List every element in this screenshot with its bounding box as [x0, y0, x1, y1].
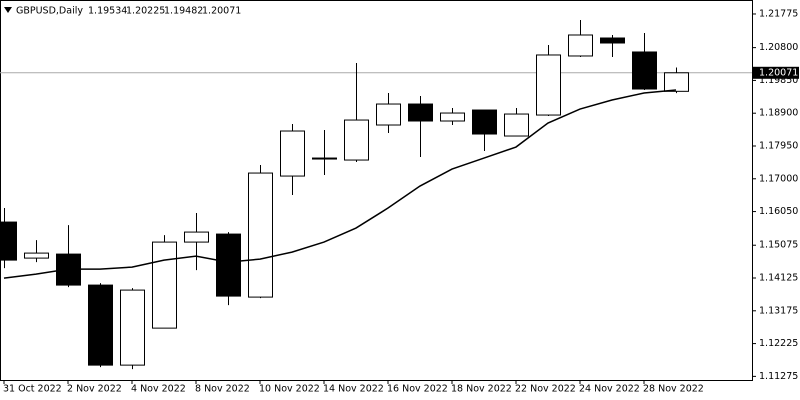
candle-body — [440, 112, 465, 122]
candle-body — [152, 241, 177, 329]
menu-arrow — [4, 7, 12, 13]
y-tick-label: 1.17000 — [759, 173, 798, 184]
y-tick-label: 1.13175 — [759, 305, 798, 316]
y-tick-label: 1.21775 — [759, 8, 798, 19]
x-tick-label: 10 Nov 2022 — [259, 384, 320, 395]
x-tick-label: 14 Nov 2022 — [323, 384, 384, 395]
moving-average — [3, 89, 677, 279]
candle-body — [568, 34, 593, 57]
y-tick-label: 1.11275 — [759, 371, 798, 382]
header-value: 1.20071 — [202, 6, 241, 17]
y-tick-label: 1.15075 — [759, 240, 798, 251]
header-value: 1.19534 — [88, 6, 127, 17]
candle-body — [248, 172, 273, 298]
y-tick-label: 1.14125 — [759, 273, 798, 284]
x-tick-label: 2 Nov 2022 — [67, 384, 122, 395]
price-label: 1.20071 — [759, 67, 798, 78]
candle-body — [0, 221, 17, 261]
candle-body — [504, 113, 529, 137]
x-tick-label: 24 Nov 2022 — [579, 384, 640, 395]
x-tick-label: 31 Oct 2022 — [3, 384, 62, 395]
candle-body — [312, 157, 337, 160]
header-value: 1.19482 — [164, 6, 203, 17]
candle-body — [376, 103, 401, 126]
candle-body — [344, 119, 369, 161]
x-tick-label: 22 Nov 2022 — [515, 384, 576, 395]
y-tick-label: 1.17950 — [759, 140, 798, 151]
y-tick-label: 1.12225 — [759, 338, 798, 349]
x-tick-label: 28 Nov 2022 — [643, 384, 704, 395]
x-tick-label: 8 Nov 2022 — [195, 384, 250, 395]
candle-body — [664, 72, 689, 92]
candle-body — [536, 54, 561, 116]
x-tick-label: 18 Nov 2022 — [451, 384, 512, 395]
candle-body — [88, 284, 113, 366]
candle-body — [24, 252, 49, 259]
y-tick-label: 1.18900 — [759, 108, 798, 119]
candle-body — [280, 130, 305, 177]
x-tick-label: 4 Nov 2022 — [131, 384, 186, 395]
candle-body — [120, 289, 145, 366]
price-label-box — [753, 66, 799, 79]
candle-body — [216, 233, 241, 297]
y-tick-label: 1.16050 — [759, 206, 798, 217]
candle-body — [408, 103, 433, 122]
x-tick-label: 16 Nov 2022 — [387, 384, 448, 395]
y-tick-label: 1.19850 — [759, 75, 798, 86]
y-tick-label: 1.20800 — [759, 42, 798, 53]
candle-body — [472, 109, 497, 135]
candle-body — [600, 37, 625, 44]
chart-title: GBPUSD,Daily — [16, 6, 83, 17]
candle-body — [632, 51, 657, 90]
candle-body — [184, 231, 209, 243]
header-value: 1.20225 — [126, 6, 165, 17]
